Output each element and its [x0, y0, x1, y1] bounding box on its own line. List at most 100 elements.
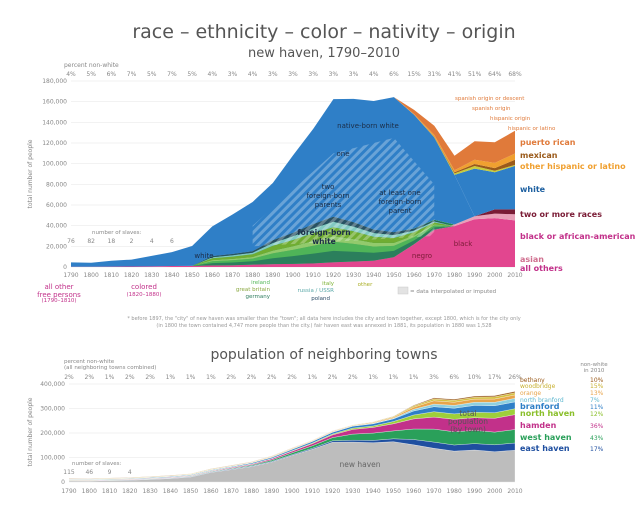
percent-nonwhite-value: 41%	[448, 71, 462, 78]
label-great-britain: great britain	[236, 287, 271, 293]
label-ireland: ireland	[251, 280, 270, 286]
percent-nonwhite-value: 4%	[369, 71, 379, 78]
label-germany: germany	[245, 294, 270, 300]
label-colored-years: (1820–1880)	[126, 292, 161, 298]
percent-nonwhite-value: 51%	[468, 71, 482, 78]
x-tick-label: 1800	[84, 272, 99, 279]
legend-mexican: mexican	[520, 151, 558, 160]
percent-nonwhite-value: 3%	[268, 71, 278, 78]
annotation-foreign-born-white: foreign-born	[297, 228, 350, 237]
x-tick-label-2: 1880	[244, 488, 259, 495]
percent-nonwhite-value: 3%	[349, 71, 359, 78]
label-all-other-free-persons: free persons	[37, 291, 81, 299]
x-tick-label-2: 1860	[203, 488, 218, 495]
town-label: east haven	[520, 444, 570, 453]
y-tick-label: 120,000	[42, 140, 67, 147]
annotation-black: black	[454, 240, 474, 248]
y-axis-label-2: total number of people	[27, 397, 34, 466]
town-label: north branford	[520, 397, 564, 404]
town-label: west haven	[520, 433, 572, 442]
town-label: north haven	[520, 409, 575, 418]
percent-nonwhite-value-2: 2%	[247, 374, 257, 381]
y-tick-label-2: 100,000	[40, 455, 65, 462]
town-label: hamden	[520, 421, 557, 430]
legend-white: white	[520, 185, 546, 194]
x-tick-label: 1960	[406, 272, 421, 279]
slaves-value: 2	[130, 238, 134, 245]
percent-nonwhite-value-2: 2%	[85, 374, 95, 381]
chart2-title: population of neighboring towns	[210, 347, 437, 363]
y-tick-label: 40,000	[46, 223, 67, 230]
town-label: branford	[520, 402, 560, 411]
y-tick-label: 20,000	[46, 243, 67, 250]
percent-nonwhite-value: 6%	[107, 71, 117, 78]
percent-nonwhite-value: 5%	[86, 71, 96, 78]
slaves-value-2: 4	[128, 469, 132, 476]
percent-nonwhite-value-2: 2%	[287, 374, 297, 381]
percent-nonwhite-label-2: percent non-white	[64, 359, 115, 365]
percent-nonwhite-value-2: 2%	[328, 374, 338, 381]
nonwhite-2010-label: non-white	[580, 362, 608, 368]
slaves-value: 76	[67, 238, 75, 245]
label-total-population: (by town)	[450, 425, 486, 434]
x-tick-label: 2000	[487, 272, 502, 279]
percent-nonwhite-value-2: 10%	[468, 374, 482, 381]
x-tick-label: 1910	[306, 272, 321, 279]
slaves-label-2: number of slaves:	[72, 461, 122, 467]
footnote-line-2: (in 1800 the town contained 4,747 more p…	[156, 323, 491, 329]
x-tick-label-2: 1830	[142, 488, 157, 495]
x-tick-label-2: 1900	[284, 488, 299, 495]
x-tick-label-2: 2010	[507, 488, 522, 495]
town-nonwhite-2010: 10%	[590, 377, 604, 384]
percent-nonwhite-value-2: 1%	[186, 374, 196, 381]
percent-nonwhite-value-2: 2%	[125, 374, 135, 381]
percent-nonwhite-value-2: 2%	[226, 374, 236, 381]
legend-hispanic-origin: hispanic origin	[490, 116, 531, 122]
x-tick-label-2: 1810	[102, 488, 117, 495]
y-tick-label: 180,000	[42, 78, 67, 85]
label-poland: poland	[311, 296, 330, 302]
y-tick-label: 80,000	[46, 181, 67, 188]
percent-nonwhite-value-2: 1%	[308, 374, 318, 381]
slaves-value-2: 46	[85, 469, 93, 476]
label-new-haven: new haven	[339, 460, 380, 469]
slaves-value-2: 9	[108, 469, 112, 476]
x-tick-label-2: 1940	[365, 488, 380, 495]
x-tick-label: 1860	[205, 272, 220, 279]
legend-all-others: all others	[520, 264, 563, 273]
x-tick-label-2: 1960	[406, 488, 421, 495]
legend-asian: asian	[520, 255, 544, 264]
x-tick-label: 1970	[427, 272, 442, 279]
x-tick-label: 1900	[285, 272, 300, 279]
legend-spanish-descent: spanish origin or descent	[455, 96, 525, 102]
annotation-two-foreign-born-parents: parents	[315, 201, 342, 209]
x-tick-label-2: 1870	[224, 488, 239, 495]
slaves-value: 4	[150, 238, 154, 245]
x-tick-label: 1820	[124, 272, 139, 279]
x-tick-label: 1880	[245, 272, 260, 279]
annotation-at-least-one-foreign-born-parent: at least one	[379, 189, 420, 197]
percent-nonwhite-value-2: 2%	[145, 374, 155, 381]
y-tick-label: 160,000	[42, 99, 67, 106]
x-tick-label-2: 1950	[386, 488, 401, 495]
y-tick-label-2: 200,000	[40, 430, 65, 437]
x-tick-label-2: 1970	[426, 488, 441, 495]
x-tick-label-2: 1850	[183, 488, 198, 495]
percent-nonwhite-value: 3%	[329, 71, 339, 78]
annotation-at-least-one-foreign-born-parent: foreign-born	[378, 198, 421, 206]
percent-nonwhite-value-2: 17%	[488, 374, 502, 381]
town-nonwhite-2010: 7%	[590, 397, 600, 404]
label-colored: colored	[131, 283, 157, 291]
slaves-label: number of slaves:	[92, 230, 142, 236]
legend-other-hispanic: other hispanic or latino	[520, 162, 626, 171]
x-tick-label-2: 1840	[163, 488, 178, 495]
y-tick-label: 0	[63, 264, 67, 271]
percent-nonwhite-value-2: 1%	[166, 374, 176, 381]
annotation-two-foreign-born-parents: two	[322, 183, 335, 191]
annotation-one: one	[336, 150, 349, 158]
x-tick-label: 1810	[104, 272, 119, 279]
annotation-at-least-one-foreign-born-parent: parent	[389, 207, 412, 215]
legend-puerto-rican: puerto rican	[520, 138, 576, 147]
label-russia: russia / USSR	[297, 288, 334, 294]
percent-nonwhite-value: 4%	[66, 71, 76, 78]
